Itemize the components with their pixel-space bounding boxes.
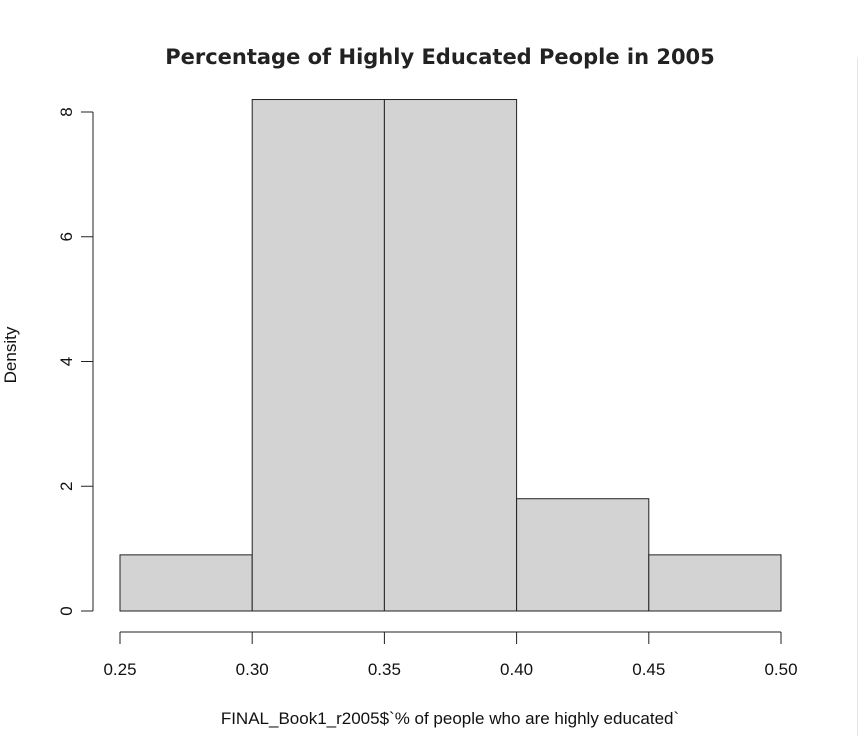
y-tick-label: 6 xyxy=(57,232,76,241)
histogram-bar-2 xyxy=(251,99,385,612)
chart-title: Percentage of Highly Educated People in … xyxy=(165,45,715,69)
x-tick-label: 0.25 xyxy=(103,660,136,679)
x-tick-label: 0.40 xyxy=(500,660,533,679)
y-tick-label: 0 xyxy=(57,606,76,615)
x-tick-label: 0.50 xyxy=(764,660,797,679)
y-tick-label: 4 xyxy=(57,357,76,366)
histogram-bar-5 xyxy=(648,554,782,612)
bars-group xyxy=(119,99,782,612)
histogram-bar-4 xyxy=(516,498,650,612)
histogram-bar-3 xyxy=(383,99,518,612)
x-axis: 0.25 0.30 0.35 0.40 0.45 0.50 xyxy=(103,631,798,679)
x-tick-label: 0.35 xyxy=(368,660,401,679)
y-axis: 0 2 4 6 8 xyxy=(57,107,94,616)
y-tick-label: 8 xyxy=(57,107,76,116)
x-tick-label: 0.30 xyxy=(236,660,269,679)
x-tick-label: 0.45 xyxy=(632,660,665,679)
panel-divider xyxy=(857,58,858,736)
histogram-bar-1 xyxy=(119,554,253,612)
y-tick-label: 2 xyxy=(57,482,76,491)
y-axis-label: Density xyxy=(1,326,20,383)
x-axis-label: FINAL_Book1_r2005$`% of people who are h… xyxy=(221,709,679,728)
